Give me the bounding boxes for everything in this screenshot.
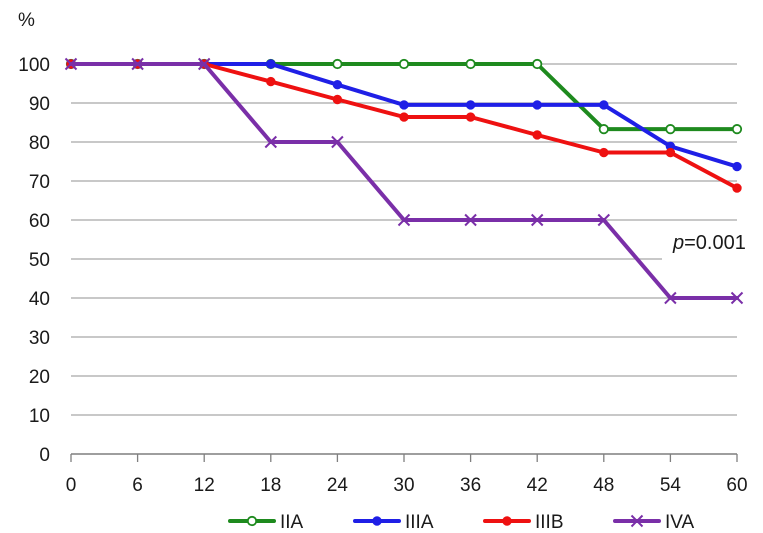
- data-point-iiib: [665, 147, 676, 158]
- data-point-iiib: [399, 112, 409, 122]
- y-tick-label: 90: [29, 94, 50, 115]
- legend-swatch-marker: [630, 514, 644, 528]
- x-tick-label: 42: [527, 475, 548, 496]
- y-tick-label: 60: [29, 211, 50, 232]
- data-point-iva: [397, 213, 411, 227]
- data-point-iiia: [599, 100, 609, 110]
- data-point-iiib: [266, 76, 276, 87]
- y-tick-labels: 0 10 20 30 40 50 60 70 80 90 100: [18, 55, 50, 466]
- legend-label: IIIA: [405, 512, 434, 533]
- data-point-iia: [332, 58, 343, 70]
- y-tick-label: 80: [29, 133, 50, 154]
- data-point-iia: [532, 58, 543, 70]
- y-tick-label: 20: [29, 367, 50, 388]
- data-point-iva: [131, 57, 144, 71]
- data-point-iiia: [532, 100, 542, 110]
- x-tick-label: 18: [260, 475, 281, 496]
- data-point-iva: [331, 135, 344, 149]
- legend-label: IIA: [280, 512, 304, 533]
- legend-item-iia: IIA: [228, 512, 304, 533]
- legend-swatch-marker: [246, 515, 258, 527]
- legend-swatch-marker: [502, 516, 512, 526]
- data-point-iiia: [399, 100, 409, 110]
- data-point-iia: [598, 124, 609, 135]
- series-group: [64, 57, 744, 305]
- data-point-iiia: [732, 161, 742, 172]
- y-tick-label: 70: [29, 172, 50, 193]
- x-tick-label: 36: [460, 475, 481, 496]
- y-unit-label: %: [18, 10, 35, 31]
- data-point-iia: [731, 124, 743, 135]
- data-point-iva: [730, 291, 744, 305]
- data-point-iiib: [732, 183, 742, 193]
- data-point-iiib: [465, 112, 476, 122]
- y-tick-label: 40: [29, 289, 50, 310]
- x-tick-label: 12: [194, 475, 215, 496]
- x-tick-label: 48: [593, 475, 614, 496]
- x-tick-label: 0: [66, 475, 77, 496]
- data-point-iiib: [332, 94, 343, 105]
- legend-swatch-marker: [372, 516, 382, 526]
- data-point-iia: [465, 58, 476, 70]
- data-point-iva: [597, 213, 611, 227]
- data-point-iiia: [332, 79, 343, 90]
- x-tick-label: 60: [726, 475, 747, 496]
- data-point-iva: [264, 135, 278, 149]
- x-tick-label: 54: [660, 475, 682, 496]
- y-tick-label: 0: [39, 445, 50, 466]
- x-tick-label: 6: [132, 475, 143, 496]
- data-point-iva: [197, 57, 211, 71]
- p-value-annotation: p=0.001: [672, 232, 746, 254]
- data-point-iia: [398, 58, 410, 70]
- y-tick-label: 10: [29, 406, 50, 427]
- y-tick-label: 30: [29, 328, 50, 349]
- y-tick-label: 50: [29, 250, 50, 271]
- legend-item-iiib: IIIB: [483, 512, 564, 533]
- legend-item-iiia: IIIA: [353, 512, 434, 533]
- data-point-iiia: [266, 59, 276, 69]
- series-iva: [64, 57, 744, 305]
- p-italic: p: [672, 232, 684, 254]
- x-tick-labels: 0 6 12 18 24 30 36 42 48 54 60: [66, 454, 748, 496]
- legend: IIA IIIA IIIB IVA: [228, 512, 695, 533]
- y-tick-label: 100: [18, 55, 50, 76]
- legend-label: IIIB: [535, 512, 564, 533]
- data-point-iva: [464, 213, 477, 227]
- legend-label: IVA: [665, 512, 695, 533]
- data-point-iiia: [465, 100, 476, 110]
- data-point-iiib: [532, 130, 542, 140]
- data-point-iiib: [599, 147, 609, 158]
- series-iia: [65, 58, 743, 135]
- x-tick-label: 30: [393, 475, 414, 496]
- data-point-iia: [665, 124, 676, 135]
- data-point-iva: [664, 291, 677, 305]
- data-point-iva: [64, 57, 78, 71]
- legend-item-iva: IVA: [613, 512, 695, 533]
- p-rest: =0.001: [684, 232, 746, 254]
- x-tick-label: 24: [327, 475, 349, 496]
- data-point-iva: [530, 213, 544, 227]
